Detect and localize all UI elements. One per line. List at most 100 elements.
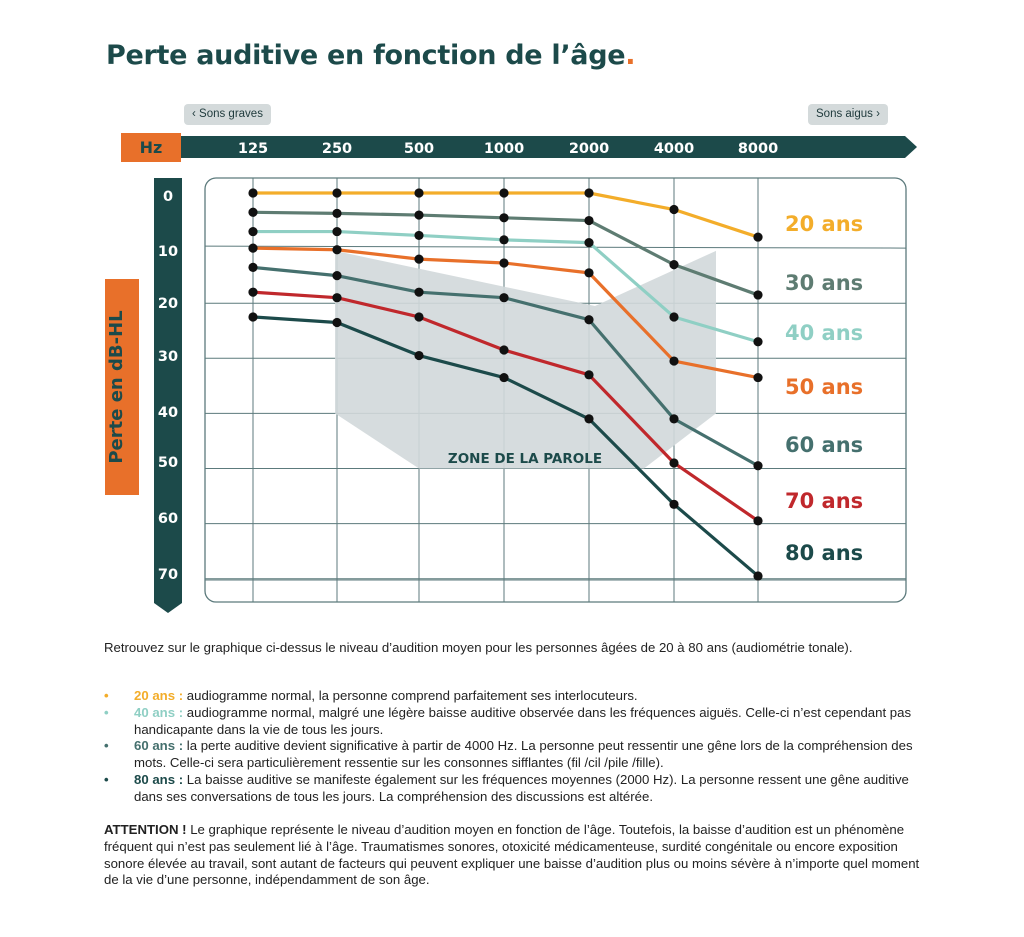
data-point	[248, 226, 258, 237]
data-point	[584, 215, 594, 226]
note-text: la perte auditive devient significative …	[134, 738, 913, 771]
y-tick-label: 30	[158, 349, 178, 365]
bullet-dot: •	[104, 704, 109, 720]
speech-zone-label: ZONE DE LA PAROLE	[448, 451, 602, 467]
note-text: La baisse auditive se manifeste égalemen…	[134, 771, 909, 804]
data-point	[499, 188, 509, 198]
note-text: audiogramme normal, la personne comprend…	[183, 688, 638, 703]
data-point	[414, 287, 424, 297]
series-label: 70 ans	[785, 489, 863, 513]
data-point	[414, 350, 424, 361]
series-labels: 20 ans 30 ans 40 ans 50 ans 60 ans 70 ans 80 a…	[785, 212, 863, 565]
data-point	[669, 499, 679, 509]
y-tick-label: 0	[163, 189, 173, 205]
data-point	[248, 262, 258, 272]
note-text: audiogramme normal, malgré une légère ba…	[134, 704, 912, 737]
series-60-ans	[248, 262, 763, 471]
x-tick-label: 8000	[738, 141, 778, 157]
y-tick-label: 60	[158, 511, 178, 527]
data-point	[669, 204, 679, 215]
data-point	[414, 230, 424, 241]
bullet-dot: •	[104, 688, 109, 703]
high-sounds-chip: Sons aigus ›	[808, 104, 888, 125]
data-point	[332, 245, 342, 255]
note-item: • 40 ans : audiogramme normal, malgré une…	[104, 705, 920, 739]
data-point	[248, 287, 258, 297]
data-point	[414, 312, 424, 322]
data-point	[584, 188, 594, 198]
data-point	[753, 372, 763, 383]
data-point	[248, 243, 258, 253]
data-point	[669, 458, 679, 468]
attention-label: ATTENTION !	[104, 822, 187, 837]
hz-label-box	[121, 133, 181, 162]
note-label: 40 ans :	[134, 704, 184, 720]
data-point	[584, 414, 594, 424]
data-point	[332, 226, 342, 237]
y-tick-label: 50	[158, 455, 178, 471]
note-item: • 20 ans : audiogramme normal, la personn…	[104, 688, 920, 705]
data-point	[332, 208, 342, 218]
page-title: Perte auditive en fonction de l’âge.	[106, 40, 636, 71]
series-label: 80 ans	[785, 541, 863, 565]
data-point	[332, 293, 342, 303]
series-label: 20 ans	[785, 212, 863, 236]
data-point	[584, 370, 594, 380]
x-tick-label: 1000	[484, 141, 524, 157]
x-tick-label: 250	[322, 141, 352, 157]
y-tick-labels: 0 10 20 30 40 50 60 70	[158, 189, 178, 583]
data-point	[499, 345, 509, 355]
x-tick-label: 2000	[569, 141, 609, 157]
x-tick-labels: 125 250 500 1000 2000 4000 8000	[238, 141, 778, 157]
series-80-ans	[248, 312, 763, 581]
data-point	[499, 258, 509, 268]
data-point	[414, 254, 424, 264]
data-point	[499, 235, 509, 245]
data-point	[584, 315, 594, 325]
attention-text: Le graphique représente le niveau d’audi…	[104, 822, 920, 888]
data-point	[584, 268, 594, 278]
data-point	[753, 516, 763, 526]
series-label: 30 ans	[785, 271, 863, 295]
low-sounds-chip: ‹ Sons graves	[184, 104, 271, 125]
series-label: 60 ans	[785, 433, 863, 457]
data-point	[753, 461, 763, 471]
data-point	[499, 372, 509, 383]
data-point	[753, 290, 763, 300]
y-tick-label: 10	[158, 244, 178, 260]
series-20-ans	[248, 188, 763, 242]
db-banner: Perte en dB-HL	[105, 178, 182, 613]
series-label: 40 ans	[785, 321, 863, 345]
grid-hline	[204, 245, 907, 249]
x-tick-label: 4000	[654, 141, 694, 157]
audiogram-chart: Hz Perte en dB-HL ZONE DE LA PAROLE 125 2…	[105, 133, 917, 613]
y-tick-label: 20	[158, 296, 178, 312]
bullet-dot: •	[104, 771, 109, 787]
note-label: 80 ans :	[134, 771, 184, 787]
series-50-ans	[248, 243, 763, 383]
data-point	[584, 237, 594, 248]
data-point	[248, 207, 258, 217]
data-point	[669, 260, 679, 270]
data-point	[499, 293, 509, 303]
data-point	[753, 232, 763, 242]
y-axis-label-box	[105, 279, 139, 495]
data-point	[414, 210, 424, 220]
intro-paragraph: Retrouvez sur le graphique ci-dessus le …	[104, 640, 853, 655]
series-lines	[248, 188, 763, 581]
frequency-banner: Hz	[121, 133, 917, 162]
y-tick-label: 70	[158, 567, 178, 583]
y-tick-label: 40	[158, 405, 178, 421]
series-70-ans	[248, 287, 763, 526]
data-point	[248, 312, 258, 322]
note-label: 60 ans :	[134, 738, 184, 754]
series-40-ans	[248, 226, 763, 347]
series-label: 50 ans	[785, 375, 863, 399]
x-tick-label: 125	[238, 141, 268, 157]
note-item: • 60 ans : la perte auditive devient sign…	[104, 738, 920, 772]
data-point	[499, 213, 509, 223]
data-point	[753, 337, 763, 347]
title-accent-dot: .	[625, 40, 636, 71]
data-point	[753, 571, 763, 581]
note-label: 20 ans :	[134, 688, 184, 703]
